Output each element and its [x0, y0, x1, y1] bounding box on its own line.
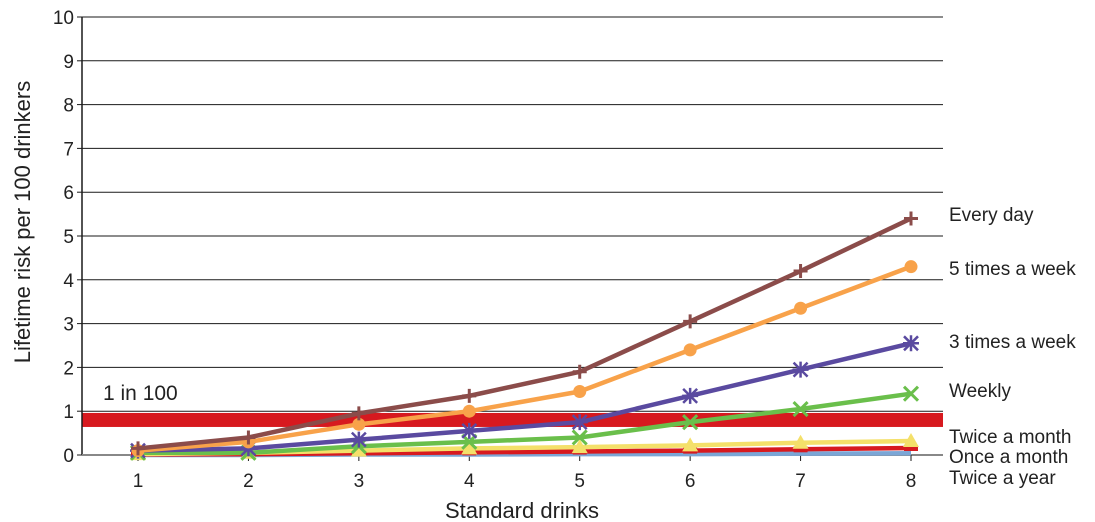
y-tick-label-6: 6: [63, 183, 74, 204]
point-3-times-a-week-2: [240, 440, 257, 457]
x-tick-label-6: 6: [685, 471, 696, 492]
series-label-twice-a-month: Twice a month: [949, 427, 1072, 448]
point-3-times-a-week-4: [461, 422, 478, 439]
line-weekly: [138, 391, 912, 456]
point-3-times-a-week-6: [682, 387, 699, 404]
series-label-5-times-a-week: 5 times a week: [949, 259, 1076, 280]
point-5-times-a-week-4: [462, 404, 476, 418]
y-tick-label-2: 2: [63, 358, 74, 379]
series-every-day: [131, 211, 918, 456]
point-5-times-a-week-3: [352, 417, 366, 431]
point-5-times-a-week-8: [904, 260, 918, 274]
point-weekly-7: [792, 400, 809, 418]
point-once-a-month-7: [793, 446, 808, 453]
grid-lines: [82, 16, 943, 412]
y-tick-label-5: 5: [63, 227, 74, 248]
point-twice-a-month-6: [682, 437, 699, 452]
series-labels: Every day 5 times a week 3 times a week Wee…: [949, 205, 1076, 489]
series-label-every-day: Every day: [949, 205, 1034, 226]
point-every-day-4: [462, 388, 477, 403]
point-every-day-1: [131, 441, 145, 456]
y-tick-label-8: 8: [63, 96, 74, 117]
line-5-times-a-week: [137, 264, 912, 453]
y-tick-label-4: 4: [63, 271, 74, 292]
x-tick-label-7: 7: [795, 471, 806, 492]
series-label-3-times-a-week: 3 times a week: [949, 332, 1076, 353]
x-tick-label-2: 2: [243, 471, 254, 492]
point-every-day-5: [572, 364, 587, 379]
point-every-day-8: [904, 211, 918, 226]
line-every-day: [137, 216, 912, 451]
point-weekly-6: [682, 414, 699, 431]
point-every-day-2: [241, 430, 256, 445]
y-tick-label-9: 9: [63, 52, 74, 73]
point-twice-a-month-4: [461, 440, 478, 455]
point-every-day-6: [683, 314, 698, 329]
y-tick-label-0: 0: [63, 446, 74, 467]
series-label-twice-a-year: Twice a year: [949, 468, 1056, 489]
y-tick-label-3: 3: [63, 315, 74, 336]
point-3-times-a-week-5: [571, 414, 588, 431]
threshold-bar: [82, 412, 943, 427]
x-tick-label-4: 4: [464, 471, 475, 492]
point-twice-a-month-3: [350, 442, 367, 457]
threshold-band: [82, 412, 943, 427]
x-tick-label-1: 1: [133, 471, 144, 492]
point-every-day-3: [351, 406, 366, 421]
point-twice-a-month-8: [903, 432, 919, 447]
point-every-day-7: [793, 264, 808, 279]
x-tick-label-3: 3: [354, 471, 365, 492]
point-5-times-a-week-6: [683, 343, 697, 357]
point-twice-a-month-7: [792, 434, 809, 449]
point-3-times-a-week-7: [792, 361, 809, 378]
threshold-label: 1 in 100: [103, 382, 178, 405]
point-weekly-8: [902, 385, 920, 402]
point-5-times-a-week-5: [573, 384, 587, 398]
y-axis-title: Lifetime risk per 100 drinkers: [10, 81, 35, 363]
point-3-times-a-week-8: [903, 335, 919, 352]
point-once-a-month-8: [904, 444, 918, 451]
point-5-times-a-week-7: [794, 301, 808, 315]
point-weekly-5: [571, 429, 588, 446]
point-twice-a-month-5: [571, 439, 588, 454]
x-axis-title: Standard drinks: [445, 498, 599, 522]
line-3-times-a-week: [137, 341, 912, 453]
x-tick-label-8: 8: [906, 471, 917, 492]
y-tick-label-7: 7: [63, 139, 74, 160]
series-lines: [129, 211, 920, 461]
y-tick-label-1: 1: [63, 402, 74, 423]
series-label-weekly: Weekly: [949, 381, 1011, 402]
y-tick-label-10: 10: [53, 8, 74, 29]
series-label-once-a-month: Once a month: [949, 447, 1068, 468]
point-3-times-a-week-3: [350, 431, 367, 448]
x-tick-label-5: 5: [574, 471, 585, 492]
